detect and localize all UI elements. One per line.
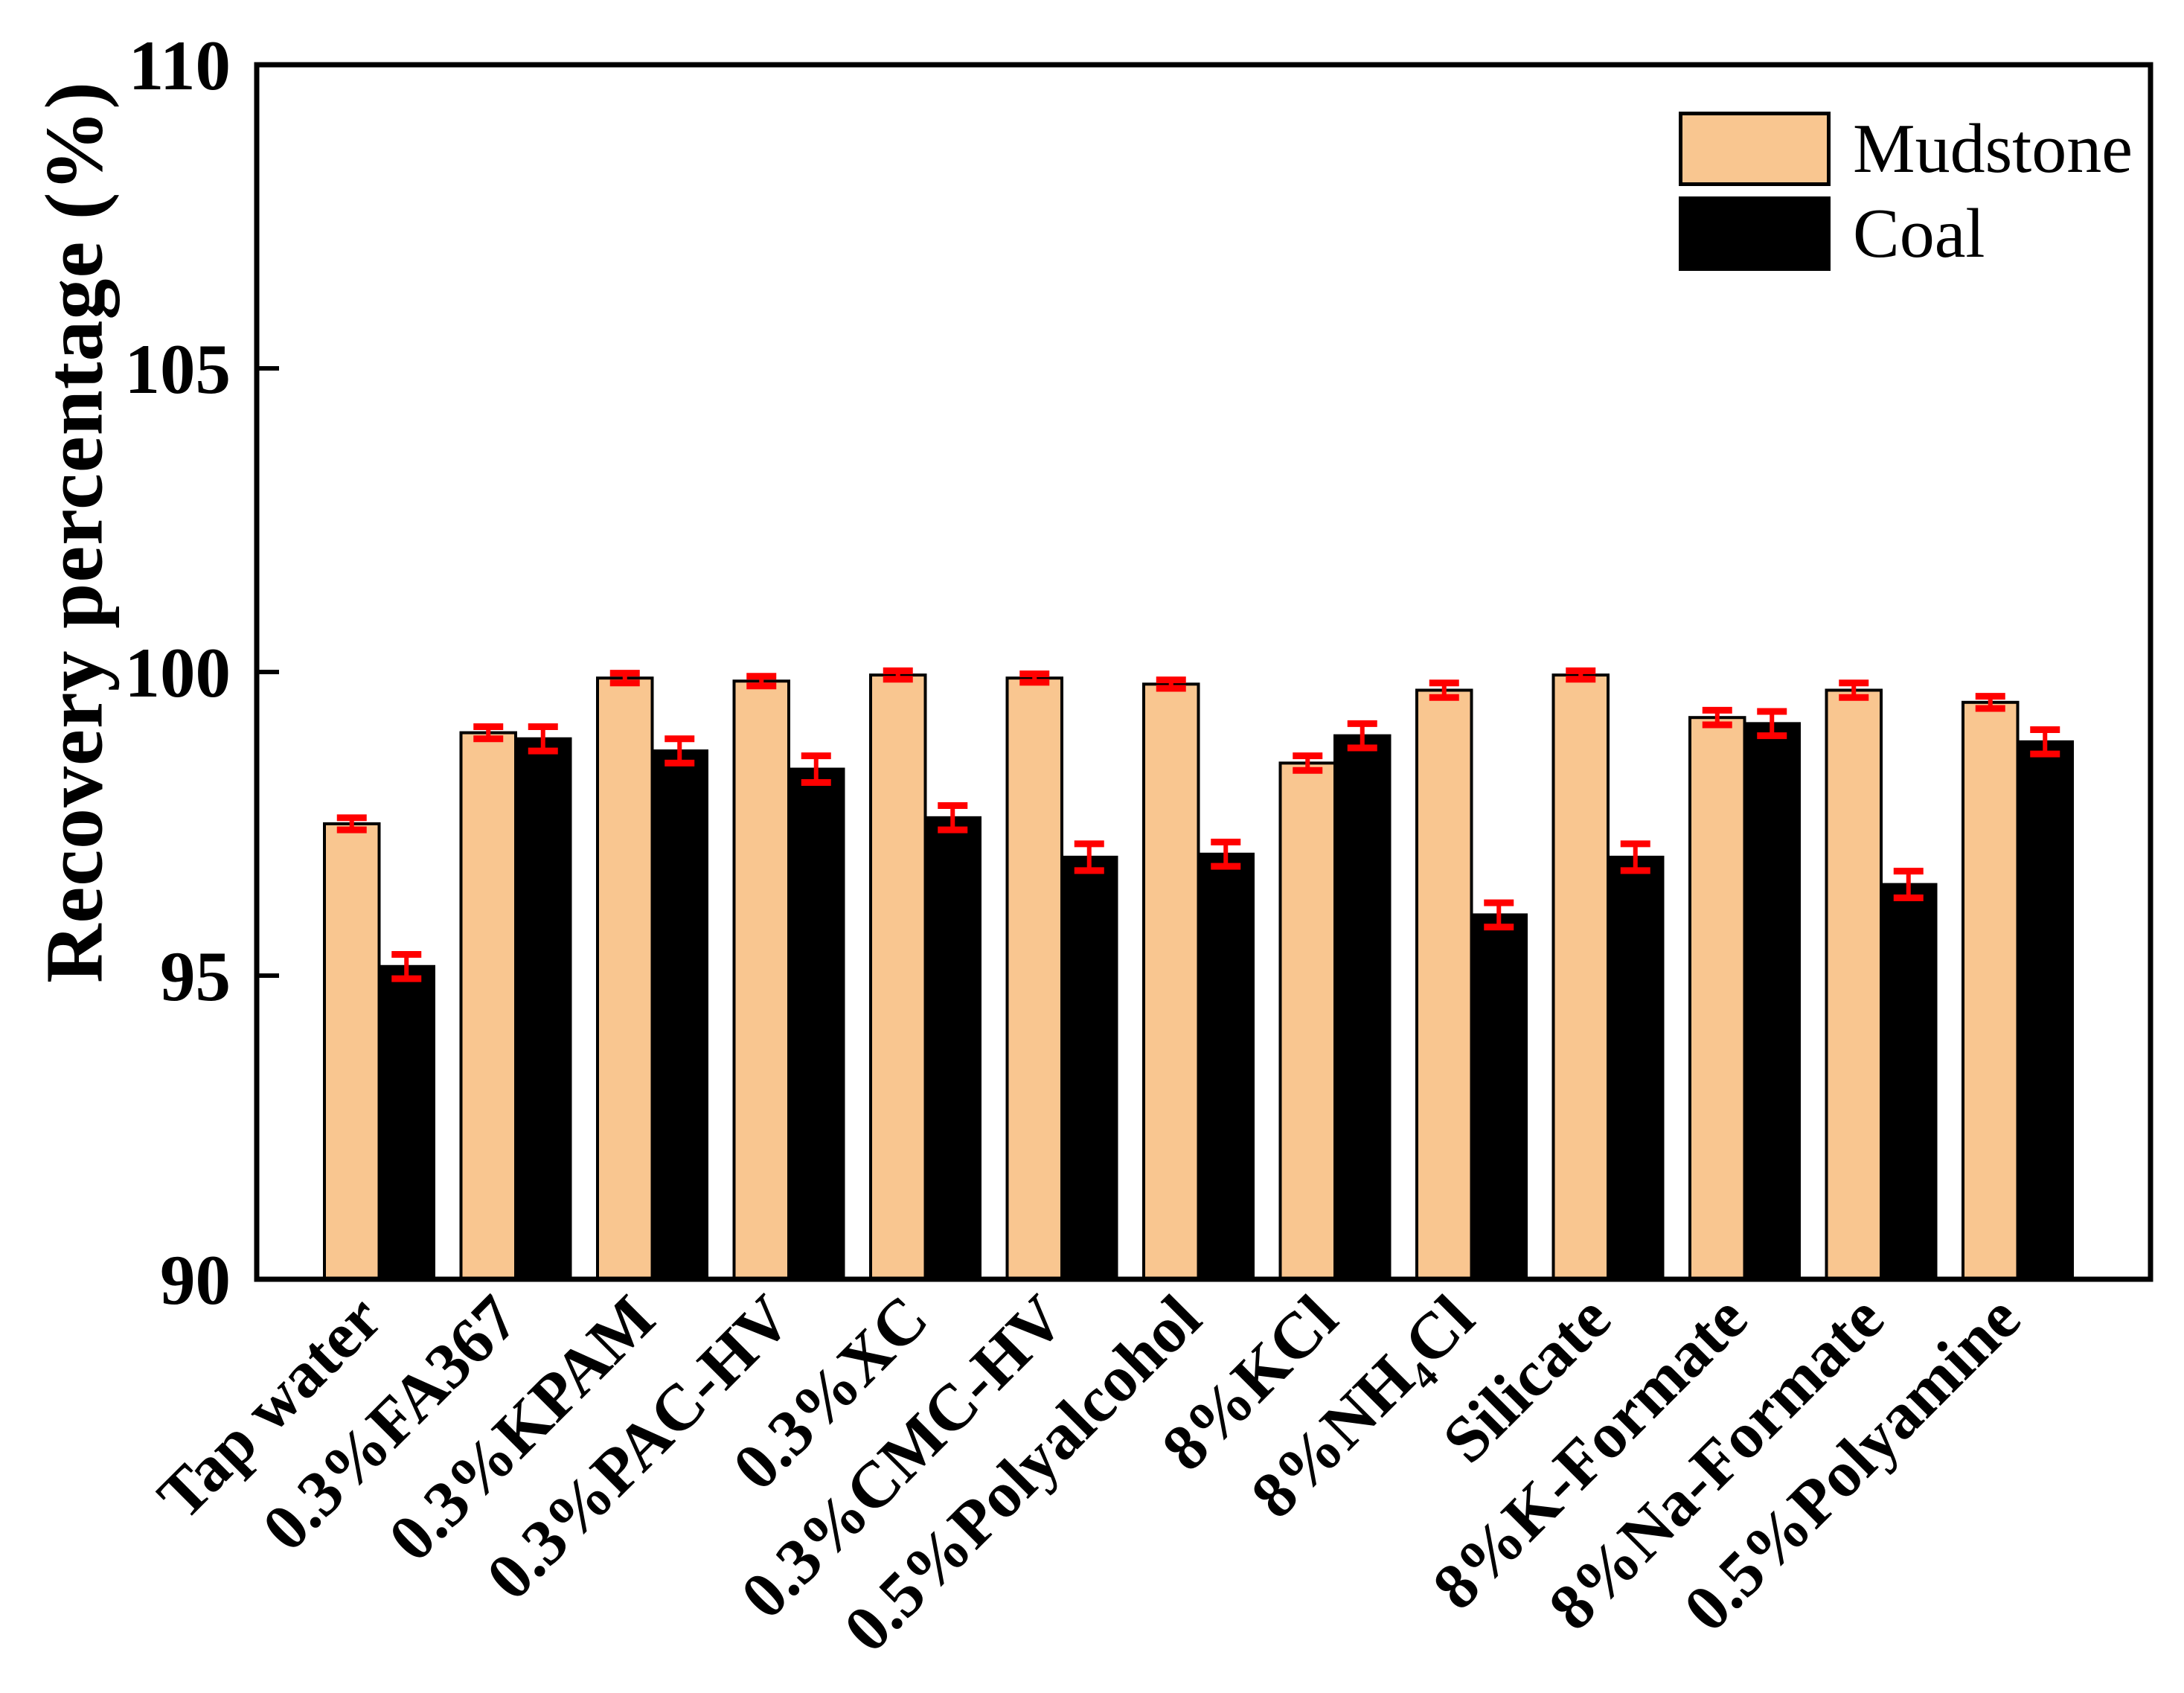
bar-coal	[1197, 852, 1255, 1281]
bar-mudstone	[596, 676, 654, 1281]
bar-mudstone	[1825, 688, 1883, 1281]
legend-item-mudstone: Mudstone	[1679, 112, 2133, 186]
y-axis-title: Recovery percentage (%)	[28, 80, 120, 984]
bar-coal	[514, 737, 572, 1281]
bar-mudstone	[732, 679, 790, 1281]
bar-mudstone	[1962, 700, 2020, 1281]
bar-mudstone	[1278, 761, 1336, 1281]
bar-coal	[1470, 913, 1528, 1281]
bar-coal	[1333, 734, 1392, 1281]
y-tick-label: 110	[129, 26, 231, 105]
coal-swatch-icon	[1679, 196, 1831, 271]
bar-mudstone	[1005, 676, 1063, 1281]
bar-coal	[650, 749, 708, 1281]
bar-mudstone	[459, 731, 517, 1281]
bar-coal	[1880, 883, 1938, 1281]
legend-item-coal: Coal	[1679, 196, 2133, 271]
legend: Mudstone Coal	[1679, 112, 2133, 281]
y-tick-label: 105	[125, 330, 231, 409]
legend-label-coal: Coal	[1853, 195, 1985, 272]
bar-coal	[923, 816, 981, 1281]
legend-label-mudstone: Mudstone	[1853, 110, 2133, 188]
bar-coal	[787, 767, 845, 1281]
bar-mudstone	[323, 822, 381, 1281]
bar-coal	[1743, 722, 1801, 1281]
bar-mudstone	[1551, 673, 1610, 1281]
y-tick-label: 100	[125, 633, 231, 712]
bar-coal	[2016, 740, 2074, 1281]
bar-mudstone	[1142, 682, 1200, 1281]
bar-coal	[377, 964, 435, 1281]
y-tick-label: 90	[160, 1241, 231, 1319]
y-tick-label: 95	[160, 937, 231, 1016]
bar-coal	[1607, 855, 1665, 1281]
bar-mudstone	[869, 673, 927, 1281]
bar-mudstone	[1415, 688, 1473, 1281]
bar-coal	[1060, 855, 1118, 1281]
bar-mudstone	[1688, 716, 1746, 1281]
mudstone-swatch-icon	[1679, 112, 1831, 186]
